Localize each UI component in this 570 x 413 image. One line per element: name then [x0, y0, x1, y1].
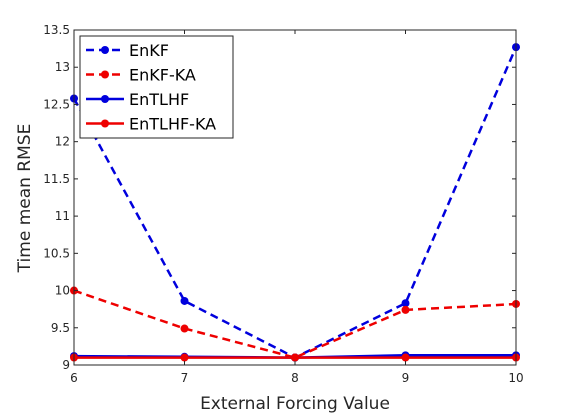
y-tick-label: 9	[62, 358, 70, 372]
legend-marker	[101, 95, 109, 103]
data-point-entlhf-ka	[291, 354, 299, 362]
data-point-entlhf-ka	[402, 354, 410, 362]
x-tick-label: 8	[291, 371, 299, 385]
data-point-enkf-ka	[402, 306, 410, 314]
x-tick-label: 10	[508, 371, 523, 385]
y-tick-label: 13.5	[43, 23, 70, 37]
y-tick-label: 11.5	[43, 172, 70, 186]
legend-label: EnTLHF	[129, 90, 189, 109]
data-point-entlhf-ka	[181, 354, 189, 362]
y-tick-label: 10	[55, 284, 70, 298]
x-axis-label: External Forcing Value	[200, 394, 390, 413]
legend-marker	[101, 120, 109, 128]
x-tick-label: 9	[402, 371, 410, 385]
x-tick-label: 6	[70, 371, 78, 385]
x-tick-label: 7	[181, 371, 189, 385]
y-tick-label: 13	[55, 60, 70, 74]
legend-marker	[101, 71, 109, 79]
y-axis-label: Time mean RMSE	[15, 124, 35, 274]
y-tick-label: 12.5	[43, 97, 70, 111]
legend: EnKF EnKF-KA EnTLHF EnTLHF-KA	[80, 36, 233, 138]
y-tick-label: 12	[55, 135, 70, 149]
legend-label: EnKF-KA	[129, 66, 196, 85]
series-line-enkf-ka	[74, 291, 516, 358]
data-point-enkf	[181, 297, 189, 305]
y-tick-label: 11	[55, 209, 70, 223]
legend-label: EnTLHF-KA	[129, 115, 216, 134]
data-point-enkf-ka	[181, 325, 189, 333]
y-tick-label: 9.5	[51, 321, 70, 335]
legend-marker	[101, 46, 109, 54]
legend-label: EnKF	[129, 41, 169, 60]
y-tick-label: 10.5	[43, 246, 70, 260]
